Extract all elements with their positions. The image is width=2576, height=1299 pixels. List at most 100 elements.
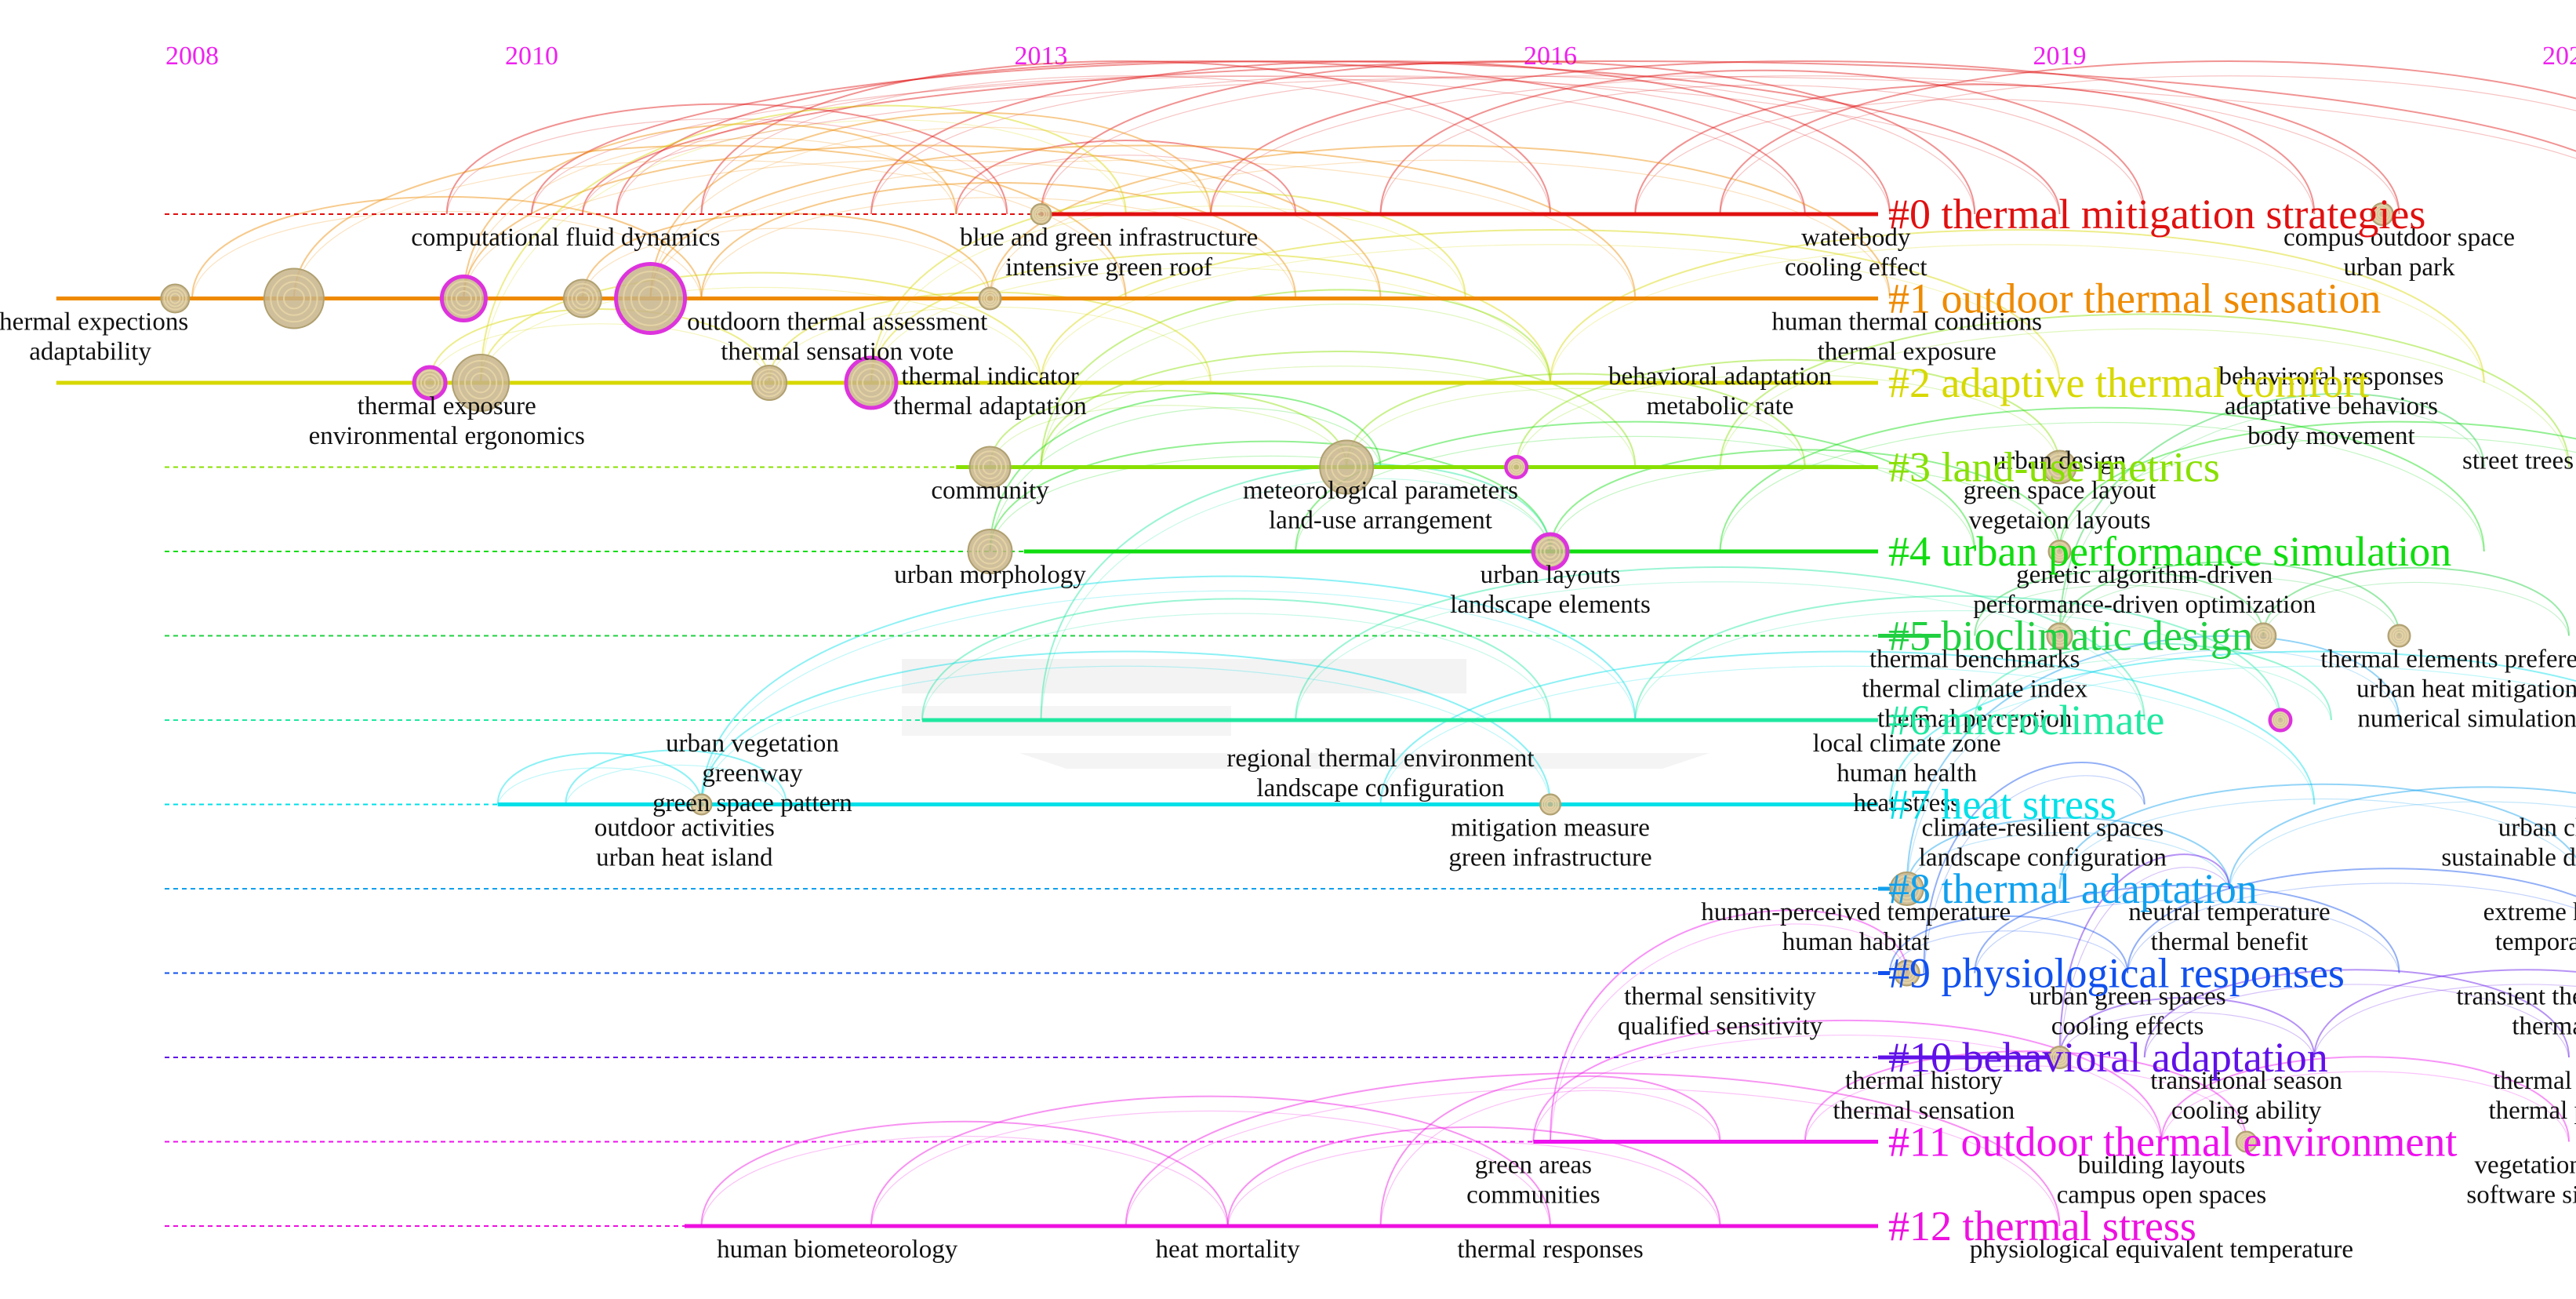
citation-node-5	[978, 286, 1002, 311]
citation-node-ring-6-1	[1032, 205, 1050, 224]
citation-link-75	[2058, 853, 2230, 1058]
citation-link-69	[700, 575, 1637, 805]
citation-link-28	[1719, 313, 2570, 468]
keyword-label-59: thermal benefit	[2151, 928, 2309, 956]
citation-link-echo-35	[1974, 584, 2264, 636]
citation-link-33	[2058, 420, 2576, 552]
citation-node-19	[2046, 622, 2073, 650]
citation-link-71	[1550, 909, 1908, 1142]
keyword-label-69: thermal sensation	[1833, 1097, 2015, 1125]
citation-link-echo-20	[480, 286, 1042, 384]
cluster-label-0: #0 thermal mitigation strategies	[1888, 191, 2425, 238]
keyword-label-10: thermal sensation vote	[721, 338, 954, 366]
citation-node-ring-21-3	[2394, 631, 2404, 641]
citation-link-echo-6	[1379, 84, 2145, 215]
citation-node-11	[844, 355, 899, 410]
citation-node-ring-7-1	[2372, 205, 2392, 224]
keyword-label-21: body movement	[2247, 422, 2415, 450]
keyword-labels: computational fluid dynamics blue and gre…	[0, 224, 2576, 1264]
citation-link-echo-13	[463, 159, 1382, 299]
citation-link-18	[191, 195, 703, 299]
citation-link-73	[1923, 762, 2145, 973]
citation-link-echo-33	[2058, 435, 2576, 552]
keyword-label-39: numerical simulation	[2357, 705, 2576, 733]
citation-node-ring-15-2	[2049, 457, 2070, 478]
citation-node-24	[1539, 793, 1561, 816]
cluster-labels: #0 thermal mitigation strategies #1 outdo…	[1888, 191, 2457, 1250]
citation-node-21	[2387, 624, 2411, 648]
citation-node-ring-13-1	[1324, 445, 1368, 489]
citation-link-4	[1040, 60, 1976, 215]
citation-link-39	[1295, 566, 2145, 721]
citation-link-70	[1040, 464, 1551, 721]
citation-link-35	[1974, 569, 2265, 636]
citation-link-47	[1906, 817, 2230, 890]
cluster-label-1: #1 outdoor thermal sensation	[1888, 275, 2381, 322]
citation-node-12	[968, 446, 1012, 489]
citation-node-ring-12-2	[977, 454, 1003, 480]
citation-link-echo-60	[870, 1110, 1551, 1227]
cluster-label-12: #12 thermal stress	[1888, 1203, 2196, 1250]
citation-link-echo-30	[989, 455, 1551, 552]
citation-link-14	[649, 144, 1637, 299]
citation-link-54	[2143, 969, 2570, 1058]
keyword-label-60: extreme heat events	[2483, 898, 2576, 926]
citation-link-echo-4	[1040, 75, 1975, 215]
keyword-label-66: transient thermal experience	[2456, 983, 2576, 1011]
citation-link-26	[1346, 373, 1806, 468]
citation-node-9	[452, 354, 510, 412]
keyword-label-43: regional thermal environment	[1226, 744, 1534, 773]
citation-node-ring-14-3	[1512, 463, 1521, 471]
citation-link-echo-11	[446, 118, 1008, 215]
citation-node-ring-27-2	[2052, 1050, 2067, 1064]
citation-node-ring-9-1	[457, 359, 504, 406]
citation-link-echo-42	[497, 767, 703, 805]
keyword-label-44: landscape configuration	[1256, 774, 1504, 802]
year-tick-2013: 2013	[1015, 42, 1068, 71]
citation-link-echo-28	[1719, 328, 2570, 468]
citation-link-36	[2058, 561, 2400, 636]
citation-link-9	[955, 140, 1297, 215]
citation-link-43	[565, 749, 787, 805]
keyword-label-8: adaptability	[29, 338, 151, 366]
citation-link-echo-69	[700, 590, 1636, 805]
citation-link-echo-53	[2058, 1012, 2315, 1058]
citation-node-ring-17-2	[1539, 540, 1561, 562]
cluster-label-4: #4 urban performance simulation	[1888, 528, 2451, 575]
citation-link-echo-68	[989, 407, 1382, 552]
keyword-label-71: cooling ability	[2171, 1097, 2322, 1125]
citation-node-ring-0-3	[169, 293, 181, 304]
keyword-label-4: cooling effect	[1785, 253, 1927, 282]
citation-link-2	[700, 60, 1551, 215]
citation-node-ring-8-1	[416, 369, 443, 396]
year-ticks: 2008201020132016201920222023	[165, 42, 2576, 71]
citation-link-61	[1125, 1072, 2061, 1227]
keyword-label-62: thermal sensitivity	[1624, 983, 1816, 1011]
citation-node-14	[1504, 455, 1529, 479]
citation-node-ring-9-2	[463, 366, 498, 400]
citation-node-ring-2-3	[455, 289, 472, 307]
citation-node-ring-25-2	[1896, 879, 1917, 899]
keyword-label-80: human biometeorology	[717, 1235, 958, 1264]
citation-node-ring-9-3	[470, 372, 492, 394]
citation-node-ring-4-2	[630, 278, 671, 319]
citation-link-echo-70	[1040, 478, 1551, 721]
citation-node-ring-16-1	[972, 533, 1008, 569]
citation-node-ring-3-3	[575, 291, 590, 306]
citation-link-20	[480, 271, 1042, 384]
citation-link-echo-24	[1550, 244, 2485, 384]
citation-node-1	[263, 267, 325, 329]
citation-link-echo-55	[2313, 984, 2576, 1058]
citation-node-ring-1-3	[282, 287, 305, 310]
keyword-label-55: sustainable development	[2441, 844, 2576, 872]
citation-link-echo-39	[1295, 581, 2145, 721]
citation-link-echo-38	[921, 613, 1551, 721]
citation-node-ring-23-3	[697, 800, 706, 809]
cluster-label-8: #8 thermal adaptation	[1888, 865, 2258, 912]
citation-node-ring-17-1	[1535, 537, 1565, 566]
citation-node-6	[1030, 203, 1052, 225]
citation-link-21	[870, 252, 1551, 384]
keyword-label-15: thermal indicator	[901, 362, 1078, 391]
citation-link-27	[1515, 358, 2061, 468]
